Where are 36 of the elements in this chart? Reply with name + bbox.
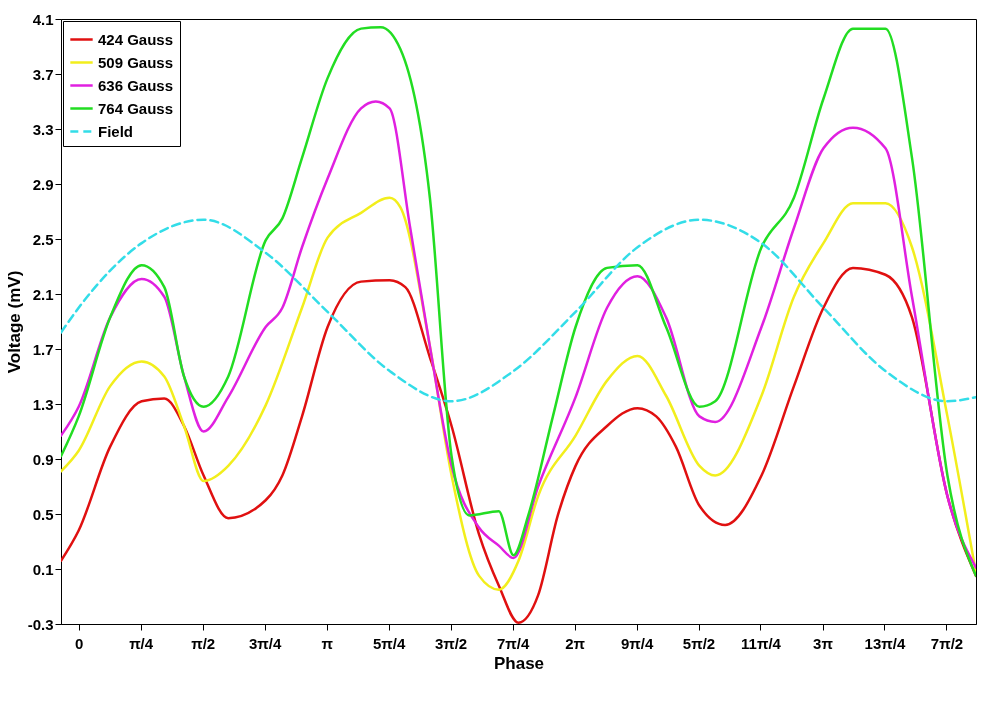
- x-tick-label: 3π/2: [434, 634, 468, 652]
- y-tick-label: 2.1: [32, 285, 54, 303]
- x-axis-title: Phase: [493, 653, 545, 673]
- legend-label: 636 Gauss: [98, 76, 174, 94]
- x-tick-label: 5π/4: [372, 634, 406, 652]
- x-tick-label: π: [321, 634, 334, 652]
- x-tick-label: 5π/2: [682, 634, 716, 652]
- legend-label: 424 Gauss: [98, 30, 174, 48]
- y-tick-label: 3.7: [32, 65, 54, 83]
- x-tick-label: π/4: [129, 634, 154, 652]
- x-tick-label: 7π/4: [496, 634, 530, 652]
- y-tick-label: 1.7: [32, 340, 54, 358]
- x-tick-label: 7π/2: [930, 634, 964, 652]
- x-tick-label: 3π: [813, 634, 834, 652]
- y-tick-label: 0.9: [32, 450, 54, 468]
- x-tick-label: 9π/4: [620, 634, 654, 652]
- y-tick-label: 3.3: [32, 120, 54, 138]
- x-tick-label: 13π/4: [864, 634, 906, 652]
- y-tick-label: 1.3: [32, 395, 54, 413]
- line-series: [61, 218, 976, 403]
- x-tick-label: 11π/4: [741, 634, 782, 652]
- y-tick-label: 0.5: [32, 505, 54, 523]
- x-tick-label: 3π/4: [248, 634, 282, 652]
- y-tick-label: 0.1: [32, 560, 54, 578]
- legend-label: 509 Gauss: [98, 53, 174, 71]
- y-tick-label: 2.5: [32, 230, 54, 248]
- legend-label: 764 Gauss: [98, 99, 174, 117]
- line-series: [61, 26, 976, 578]
- y-tick-label: 2.9: [32, 175, 54, 193]
- legend-label: Field: [98, 122, 134, 140]
- x-tick-label: 0: [75, 634, 84, 652]
- y-tick-label: -0.3: [27, 615, 54, 633]
- y-axis-title: Voltage (mV): [4, 270, 24, 374]
- y-tick-label: 4.1: [32, 10, 54, 28]
- x-tick-label: π/2: [191, 634, 216, 652]
- x-tick-label: 2π: [565, 634, 586, 652]
